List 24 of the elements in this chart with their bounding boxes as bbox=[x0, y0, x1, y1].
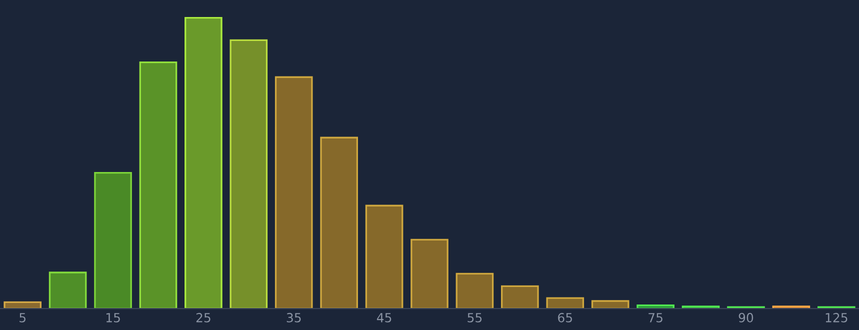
bar bbox=[320, 136, 358, 309]
bar bbox=[365, 204, 404, 309]
bar bbox=[456, 272, 494, 309]
bar bbox=[184, 17, 222, 309]
bar bbox=[4, 301, 42, 309]
bar bbox=[139, 61, 178, 309]
x-tick-label: 55 bbox=[468, 313, 482, 322]
bar bbox=[94, 172, 132, 309]
x-tick-label: 125 bbox=[826, 312, 848, 322]
x-tick-label: 25 bbox=[196, 312, 210, 322]
bar bbox=[546, 297, 584, 309]
x-tick-label: 15 bbox=[106, 313, 120, 322]
x-tick-label: 75 bbox=[648, 313, 662, 322]
x-tick-label: 65 bbox=[558, 312, 572, 322]
bar bbox=[230, 39, 268, 309]
x-tick-label: 35 bbox=[286, 312, 301, 322]
bar bbox=[591, 300, 630, 309]
x-tick-label: 45 bbox=[376, 313, 392, 322]
x-tick-label: 5 bbox=[20, 313, 26, 322]
bar bbox=[501, 285, 539, 309]
bar bbox=[410, 238, 448, 309]
x-tick-label: 90 bbox=[738, 312, 754, 322]
bar bbox=[48, 272, 87, 309]
bar bbox=[274, 76, 313, 309]
